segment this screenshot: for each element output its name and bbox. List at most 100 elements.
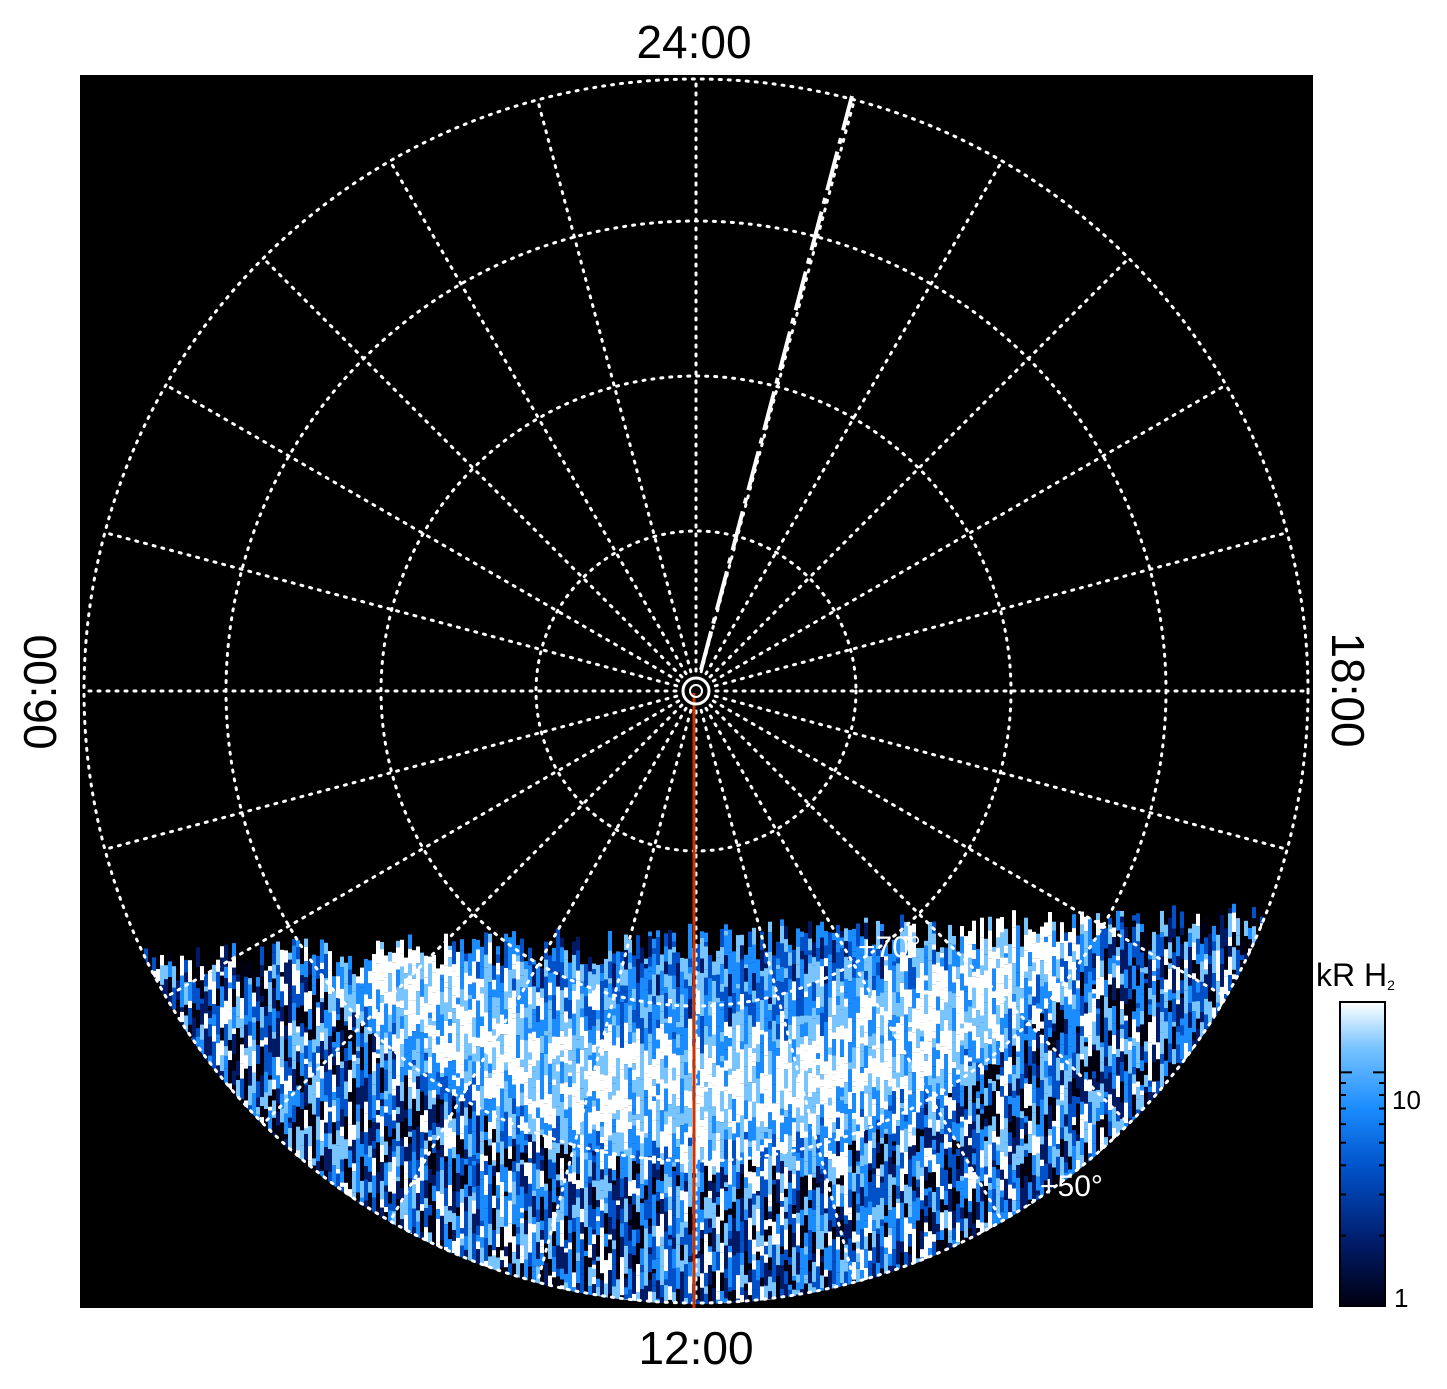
emission-cell	[304, 961, 308, 978]
emission-cell	[772, 1103, 776, 1116]
emission-cell	[608, 983, 612, 998]
emission-cell	[308, 1066, 312, 1078]
emission-cell	[848, 1109, 852, 1125]
emission-cell	[412, 1065, 416, 1071]
emission-cell	[448, 976, 452, 989]
emission-cell	[760, 1245, 764, 1256]
emission-cell	[512, 931, 516, 954]
emission-cell	[400, 1044, 404, 1068]
emission-cell	[872, 1125, 876, 1133]
emission-cell	[812, 1018, 816, 1041]
emission-cell	[352, 974, 356, 992]
emission-cell	[732, 1133, 736, 1141]
emission-cell	[504, 1070, 508, 1082]
emission-cell	[392, 1109, 396, 1121]
emission-cell	[696, 1171, 700, 1188]
emission-cell	[728, 1214, 732, 1232]
emission-cell	[520, 1084, 524, 1093]
emission-cell	[356, 983, 360, 1004]
emission-cell	[716, 1140, 720, 1161]
emission-cell	[468, 1104, 472, 1119]
emission-cell	[652, 996, 656, 1005]
emission-cell	[800, 969, 804, 988]
emission-cell	[796, 1131, 800, 1153]
emission-cell	[700, 1222, 704, 1231]
emission-cell	[716, 1270, 720, 1292]
emission-cell	[360, 1085, 364, 1109]
emission-cell	[752, 1193, 756, 1205]
emission-cell	[472, 1111, 476, 1132]
emission-cell	[668, 1239, 672, 1246]
emission-cell	[360, 1047, 364, 1071]
emission-cell	[536, 992, 540, 999]
emission-cell	[392, 1051, 396, 1060]
emission-cell	[540, 1148, 544, 1156]
emission-cell	[660, 1181, 664, 1194]
emission-cell	[452, 1191, 456, 1199]
emission-cell	[612, 1286, 616, 1304]
emission-cell	[776, 1172, 780, 1180]
emission-cell	[668, 1245, 672, 1266]
emission-cell	[492, 989, 496, 998]
emission-cell	[784, 968, 788, 979]
emission-cell	[380, 1003, 384, 1025]
emission-cell	[628, 939, 632, 953]
emission-cell	[816, 1266, 820, 1280]
emission-cell	[696, 1065, 700, 1071]
emission-cell	[796, 1047, 800, 1055]
emission-cell	[572, 1272, 576, 1288]
emission-cell	[320, 1141, 324, 1156]
emission-cell	[612, 1095, 616, 1114]
emission-cell	[652, 1085, 656, 1097]
emission-cell	[632, 1080, 636, 1093]
emission-cell	[624, 1273, 628, 1279]
emission-cell	[384, 1106, 388, 1113]
emission-cell	[552, 1079, 556, 1085]
emission-cell	[404, 1081, 408, 1101]
emission-cell	[556, 1143, 560, 1154]
emission-cell	[384, 1310, 388, 1328]
emission-cell	[352, 1171, 356, 1193]
emission-cell	[804, 1131, 808, 1138]
emission-cell	[348, 1146, 352, 1151]
emission-cell	[596, 996, 600, 1011]
emission-cell	[700, 1053, 704, 1069]
emission-cell	[612, 953, 616, 964]
emission-cell	[728, 1139, 732, 1162]
emission-cell	[844, 1215, 848, 1224]
emission-cell	[472, 1100, 476, 1112]
emission-cell	[524, 1210, 528, 1220]
emission-cell	[652, 1096, 656, 1101]
emission-cell	[816, 1187, 820, 1207]
emission-cell	[332, 1047, 336, 1057]
emission-cell	[312, 1134, 316, 1159]
emission-cell	[544, 1148, 548, 1163]
emission-cell	[776, 1202, 780, 1214]
emission-cell	[688, 986, 692, 1000]
emission-cell	[248, 984, 252, 1004]
emission-cell	[632, 1271, 636, 1294]
emission-cell	[720, 1220, 724, 1243]
emission-cell	[476, 1085, 480, 1091]
emission-cell	[512, 1013, 516, 1019]
emission-cell	[572, 1013, 576, 1036]
emission-cell	[836, 1048, 840, 1065]
emission-cell	[492, 1110, 496, 1130]
emission-cell	[200, 998, 204, 1004]
emission-cell	[552, 1307, 556, 1322]
emission-cell	[884, 1161, 888, 1185]
emission-cell	[660, 1028, 664, 1053]
emission-cell	[184, 959, 188, 973]
emission-cell	[428, 1090, 432, 1110]
emission-cell	[260, 995, 264, 1002]
emission-cell	[452, 1100, 456, 1119]
emission-cell	[668, 1157, 672, 1177]
emission-cell	[664, 1083, 668, 1089]
emission-cell	[760, 1000, 764, 1010]
emission-cell	[812, 1092, 816, 1107]
emission-cell	[516, 1233, 520, 1245]
emission-cell	[324, 1009, 328, 1029]
emission-cell	[580, 1222, 584, 1234]
emission-cell	[524, 1244, 528, 1260]
emission-cell	[664, 1018, 668, 1023]
